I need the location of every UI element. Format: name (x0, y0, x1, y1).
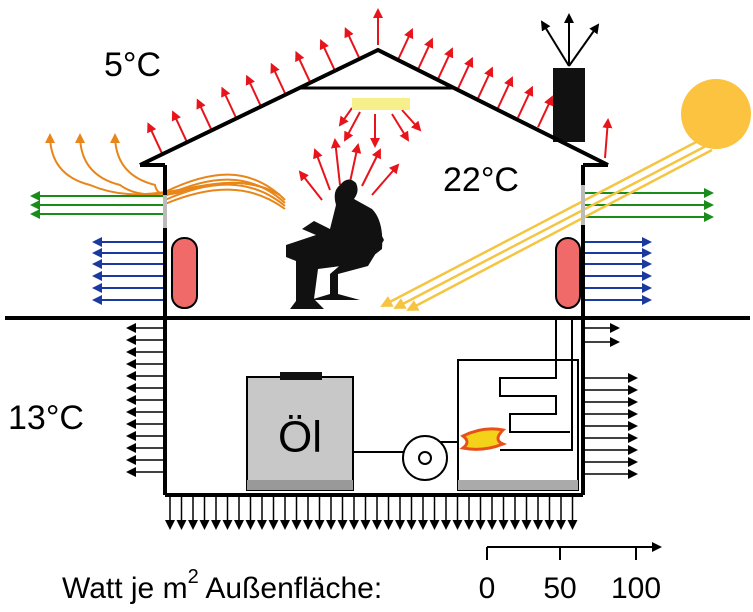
body-heat (330, 138, 341, 186)
tank-base (247, 480, 353, 490)
body-heat (313, 148, 331, 191)
basement-temp: 13°C (8, 399, 84, 437)
ventilation-flow (164, 188, 286, 210)
boiler-base (458, 480, 578, 490)
roof-loss (196, 98, 213, 131)
roof-loss (319, 39, 336, 72)
radiator (555, 237, 581, 309)
body-heat (349, 143, 362, 183)
flue (500, 318, 573, 451)
roof-loss (295, 50, 312, 84)
ventilation-flow (164, 178, 286, 204)
roof-loss (537, 95, 554, 128)
tank-lid (280, 372, 322, 380)
roof-loss (477, 66, 494, 99)
lamp (352, 98, 410, 110)
lamp-heat (338, 107, 353, 127)
body-heat (371, 163, 400, 196)
roof-loss (344, 27, 361, 60)
flame (459, 427, 508, 451)
superscript: 2 (188, 566, 199, 588)
roof-loss (245, 74, 262, 107)
arrows (30, 8, 714, 530)
body-heat (298, 170, 323, 201)
tank-label: Öl (278, 413, 322, 462)
person (286, 179, 384, 309)
roof-loss (602, 118, 613, 159)
roof-loss (171, 110, 188, 143)
house-outline (5, 47, 750, 497)
scale-label: 50 (543, 572, 576, 605)
outside-temp: 5°C (104, 46, 161, 84)
roof-loss (147, 122, 164, 155)
radiator (171, 237, 198, 309)
lamp-heat (401, 109, 422, 132)
lamp-heat (344, 111, 361, 142)
roof-loss (221, 86, 238, 119)
flue (499, 318, 570, 433)
roof-loss (270, 62, 287, 96)
roof-loss (517, 85, 534, 118)
exhaust (568, 23, 600, 67)
roof-loss (437, 47, 454, 80)
blower-hub (418, 451, 432, 465)
lamp-heat (391, 113, 410, 142)
caption: Watt je m (62, 572, 188, 605)
boiler (457, 359, 579, 491)
roof-loss (417, 37, 434, 70)
sun-ray (393, 144, 707, 310)
ventilation-flow (164, 183, 286, 207)
scale-label: 100 (611, 572, 661, 605)
roof-loss (497, 76, 514, 109)
scale-label: 0 (479, 572, 496, 605)
inside-temp: 22°C (443, 161, 519, 199)
chimney (553, 68, 585, 142)
caption-end: Außenfläche: (199, 572, 382, 605)
scale-caption: Watt je m2 Außenfläche: (62, 566, 382, 605)
ventilation-loss (110, 133, 281, 196)
ventilation-flow (164, 173, 286, 201)
body-heat (361, 148, 381, 187)
sun-ray (406, 148, 713, 312)
roof-loss (397, 28, 414, 61)
sun (681, 79, 751, 149)
sun-ray (380, 138, 701, 308)
exhaust (540, 20, 570, 67)
roof-loss (457, 56, 474, 90)
